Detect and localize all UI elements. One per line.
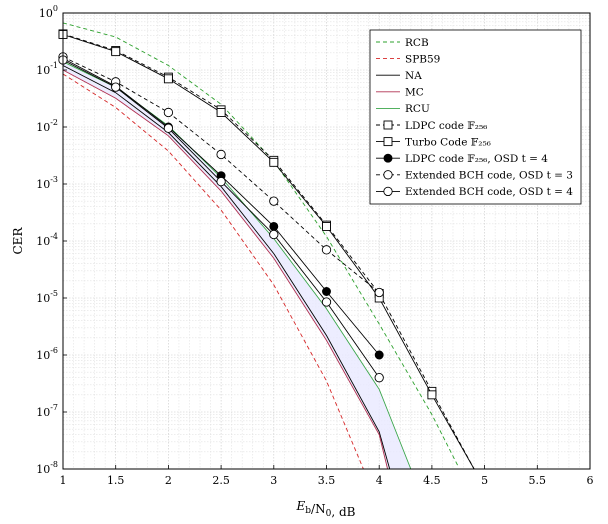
legend-label: LDPC code 𝔽₂₅₆ (405, 120, 487, 132)
y-tick-label: 10-1 (36, 61, 58, 77)
legend-swatch-marker (383, 137, 393, 147)
x-tick-label: 4 (376, 474, 383, 487)
y-tick-label: 10-3 (36, 175, 58, 191)
series-0-line (62, 22, 459, 467)
y-tick-label: 10-8 (36, 460, 58, 476)
legend-box (369, 29, 582, 205)
series-9-point (269, 229, 279, 240)
y-tick-label: 10-6 (36, 346, 58, 362)
series-9-point (216, 176, 226, 187)
y-tick-label: 10-2 (36, 118, 58, 134)
series-4-line (62, 61, 412, 470)
series-9-point (163, 123, 174, 133)
legend-label: Turbo Code 𝔽₂₅₆ (405, 136, 491, 148)
series-1-line (62, 73, 364, 470)
legend-label: Extended BCH code, OSD t = 3 (405, 170, 573, 182)
legend-swatch-marker (383, 153, 393, 163)
x-tick-label: 5.5 (529, 474, 547, 487)
legend-label: Extended BCH code, OSD t = 4 (405, 186, 573, 198)
series-7-point (374, 350, 384, 360)
series-8-point (269, 196, 279, 206)
x-tick-label: 1 (60, 474, 67, 487)
series-9-point (321, 297, 332, 307)
shaded-region (63, 61, 411, 469)
plot-frame (62, 12, 591, 470)
series-6-point (427, 390, 437, 400)
shaded-area-mc-rcu (63, 61, 411, 469)
legend: RCB SPB59 NA MC RCU LDPC code 𝔽₂₅₆ Turbo Code … (369, 29, 582, 205)
series-6-point (163, 74, 173, 84)
legend-label: NA (405, 70, 422, 82)
y-axis-label: CER (11, 227, 25, 255)
series-6-point (216, 107, 226, 117)
series-2-line (62, 65, 391, 470)
legend-label: RCU (405, 103, 430, 115)
series-lines (58, 22, 475, 470)
series-8-point (163, 107, 174, 118)
x-tick-label: 3.5 (318, 474, 336, 487)
y-tick-label: 10-4 (36, 232, 58, 248)
y-tick-label: 10-5 (36, 289, 58, 305)
series-6-point (322, 221, 331, 231)
x-tick-label: 5 (481, 474, 488, 487)
series-5-line (62, 33, 475, 470)
x-tick-label: 2 (165, 474, 172, 487)
series-8-point (374, 287, 384, 298)
y-tick-label: 10-7 (36, 403, 58, 419)
series-6-point (269, 157, 279, 167)
legend-label: MC (405, 87, 424, 99)
x-tick-label: 4.5 (423, 474, 441, 487)
legend-label: LDPC code 𝔽₂₅₆, OSD t = 4 (405, 153, 548, 165)
series-9-point (111, 82, 121, 92)
series-7-point (269, 221, 279, 231)
series-8-point (216, 149, 226, 160)
legend-label: SPB59 (405, 53, 440, 65)
legend-swatch-marker (383, 186, 393, 197)
series-3-line (62, 69, 389, 470)
legend-label: RCB (405, 37, 429, 49)
legend-swatch-marker (383, 170, 393, 180)
axis-ticks: 1 1.5 2 2.5 3 3.5 4 4.5 5 5.5 6 100 10-1 10-2 10-3 10-4… (36, 4, 593, 487)
y-tick-label: 100 (39, 4, 58, 20)
x-tick-label: 6 (587, 474, 594, 487)
x-tick-label: 1.5 (107, 474, 125, 487)
x-tick-label: 2.5 (212, 474, 230, 487)
series-9-point (374, 373, 384, 383)
series-7-point (322, 287, 331, 296)
legend-swatch-marker (383, 120, 393, 130)
x-tick-label: 3 (270, 474, 277, 487)
x-axis-label: Eb/N0, dB (296, 499, 356, 519)
series-8-point (321, 245, 332, 255)
series-6-point (111, 47, 121, 57)
